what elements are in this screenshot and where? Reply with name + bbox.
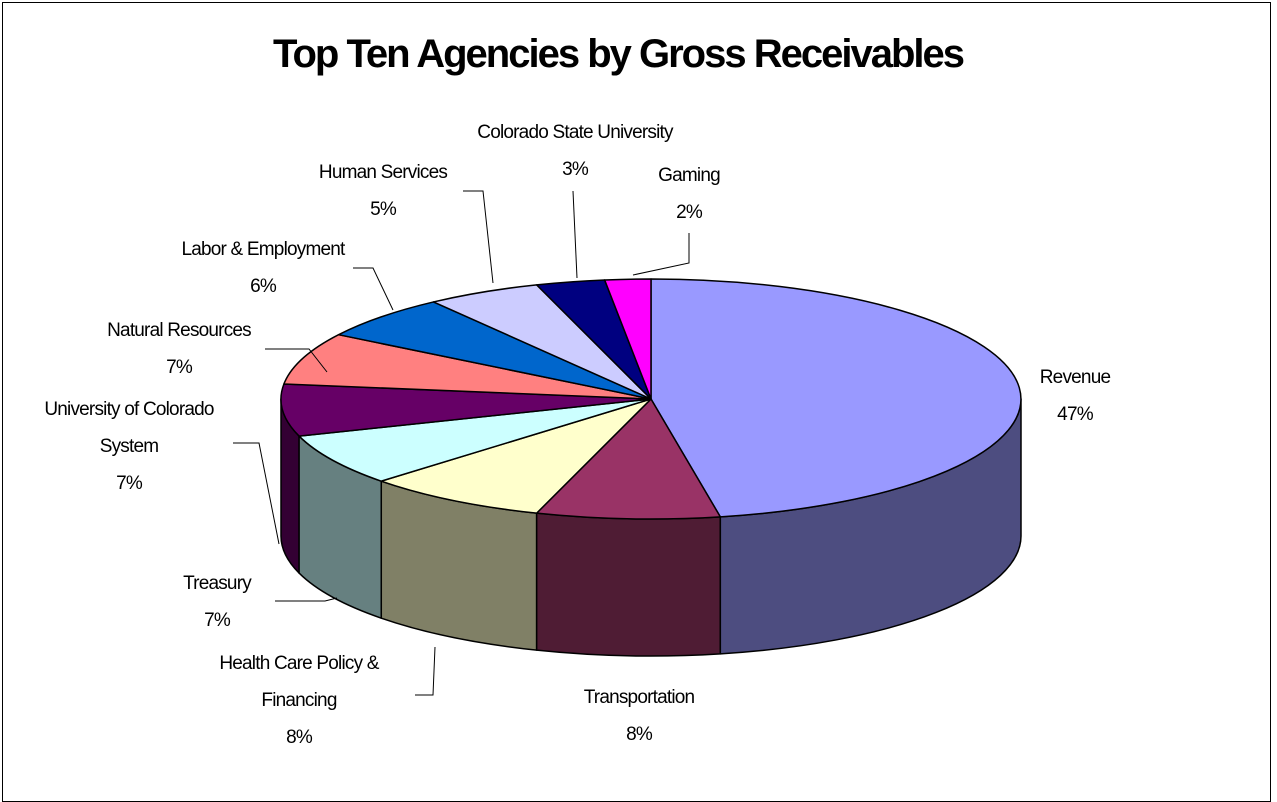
leader-line-health-care-policy-and-financing [415, 646, 436, 696]
leader-lines [233, 190, 690, 696]
slice-university-of-colorado-system [280, 383, 652, 437]
slice-percent-university-of-colorado-system: 7% [116, 473, 143, 494]
slice-transportation [535, 398, 722, 520]
slice-label-revenue: Revenue [1040, 367, 1111, 388]
slice-label-health-care-policy-and-financing-line-2: Financing [261, 690, 336, 711]
slice-label-human-services: Human Services [319, 162, 447, 183]
slice-label-labor-and-employment: Labor & Employment [181, 239, 346, 260]
slice-side-transportation [535, 512, 722, 657]
slice-label-health-care-policy-and-financing-line-1: Health Care Policy & [219, 653, 379, 674]
slice-health-care-policy-and-financing [380, 398, 652, 514]
slice-labels: Revenue 47% Transportation 8% Health Care Po… [44, 122, 1111, 748]
pie-chart: Top Ten Agencies by Gross Receivables Re… [44, 32, 1111, 748]
slice-percent-treasury: 7% [204, 610, 231, 631]
slice-labor-and-employment [337, 301, 652, 400]
leader-line-treasury [275, 597, 338, 602]
slice-percent-colorado-state-university: 3% [562, 159, 589, 180]
slice-percent-health-care-policy-and-financing: 8% [286, 727, 313, 748]
slice-percent-human-services: 5% [370, 199, 397, 220]
slice-percent-revenue: 47% [1057, 404, 1094, 425]
leader-line-gaming [632, 233, 690, 276]
slice-label-treasury: Treasury [183, 573, 252, 594]
leader-line-human-services [463, 190, 494, 284]
chart-title: Top Ten Agencies by Gross Receivables [273, 32, 964, 76]
slice-treasury [298, 398, 652, 482]
slice-gaming [603, 278, 652, 400]
slice-label-university-of-colorado-system-line-1: University of Colorado [44, 399, 214, 420]
pie-sides [280, 398, 1022, 657]
slice-label-transportation: Transportation [584, 687, 695, 708]
slice-revenue [650, 278, 1022, 518]
slice-label-university-of-colorado-system-line-2: System [100, 436, 159, 457]
slice-percent-transportation: 8% [626, 724, 653, 745]
leader-line-university-of-colorado-system [233, 442, 280, 545]
leader-line-labor-and-employment [353, 267, 394, 311]
pie-top-slices [280, 278, 1022, 520]
slice-percent-gaming: 2% [676, 202, 703, 223]
leader-line-colorado-state-university [572, 190, 578, 279]
slice-percent-labor-and-employment: 6% [250, 276, 277, 297]
slice-label-natural-resources: Natural Resources [107, 320, 251, 341]
slice-label-colorado-state-university: Colorado State University [477, 122, 674, 143]
slice-percent-natural-resources: 7% [166, 357, 193, 378]
slice-natural-resources [283, 333, 652, 400]
leader-line-natural-resources [265, 348, 328, 373]
slice-label-gaming: Gaming [658, 165, 720, 186]
